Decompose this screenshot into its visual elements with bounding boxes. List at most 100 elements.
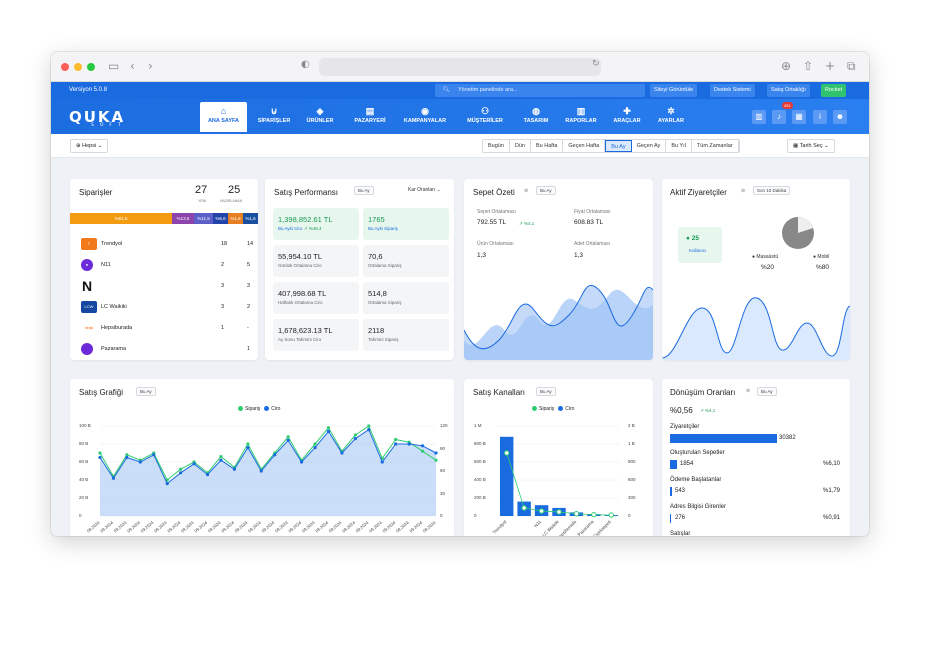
y-tick-left: 0 — [79, 513, 82, 518]
funnel-label: Satışlar — [670, 531, 691, 536]
stat-box: 70,6 Ortalama Sipariş — [363, 245, 449, 277]
view-site-button[interactable]: Siteyi Görüntüle — [650, 84, 698, 97]
new-count: 27 — [195, 184, 208, 196]
grid-icon[interactable]: ▦ — [792, 110, 806, 124]
period-today[interactable]: Bugün — [483, 140, 510, 152]
ciro-line-point — [192, 462, 196, 466]
avg-qty-label: Adet Ortalaması — [574, 241, 611, 247]
barcode-icon[interactable]: ▥ — [752, 110, 766, 124]
info-icon[interactable]: i — [813, 110, 827, 124]
nav-marketplace[interactable]: ▤ PAZARYERİ — [348, 99, 392, 134]
period-this-month[interactable]: Bu Ay — [605, 140, 632, 152]
order-point — [556, 509, 562, 515]
siparis-line-point — [179, 467, 183, 471]
x-tick: 09.2024 — [301, 520, 316, 534]
ciro-line-point — [179, 471, 183, 475]
tabs-icon[interactable]: ⧉ — [847, 59, 856, 73]
reload-icon[interactable]: ↻ — [592, 59, 600, 69]
conversion-card: Dönüşüm Oranları ⊘ Bu Ay %0,56 ↗ %4,1 Zi… — [662, 379, 850, 536]
list-item[interactable]: ● N11 2 5 — [79, 259, 250, 273]
x-tick: 09.2024 — [234, 520, 249, 534]
avg-product-label: Ürün Ortalaması — [477, 241, 514, 247]
siparis-line-point — [313, 442, 317, 446]
x-tick: 09.2024 — [314, 520, 329, 534]
close-dot[interactable] — [61, 63, 69, 71]
margin-dropdown[interactable]: Kar Oranları ⌄ — [408, 187, 441, 193]
user-icon[interactable]: ☻ — [833, 110, 847, 124]
minimize-dot[interactable] — [74, 63, 82, 71]
list-item[interactable]: LCW LC Waikiki 3 2 — [79, 301, 250, 315]
sidebar-icon[interactable]: ▭ — [108, 59, 120, 73]
scope-select[interactable]: ⊕ Hepsi ⌄ — [70, 139, 109, 153]
ciro-line-point — [232, 467, 236, 471]
nav-design[interactable]: ◍ TASARIM — [516, 99, 556, 134]
admin-search[interactable]: 🔍︎ Yönetim panelinde ara... — [435, 84, 645, 97]
sales-performance-card: Satış Performansı Bu Ay Kar Oranları ⌄ 1… — [265, 179, 454, 360]
funnel-bar — [670, 514, 671, 523]
list-item[interactable]: hepsi Hepsiburada 1- — [79, 322, 249, 336]
zoom-dot[interactable] — [87, 63, 95, 71]
nav-settings[interactable]: ✲ AYARLAR — [651, 99, 691, 134]
period-segment: Bugün Dün Bu Hafta Geçen Hafta Bu Ay Geç… — [482, 139, 740, 153]
admin-topbar: Versiyon 5.0.8 🔍︎ Yönetim panelinde ara..… — [51, 82, 869, 99]
active-visitors-card: Aktif Ziyaretçiler ⊘ Son 10 Dakika ● 25 … — [662, 179, 850, 360]
nav-campaigns[interactable]: ◉ KAMPANYALAR — [397, 99, 453, 134]
siparis-line-point — [394, 437, 398, 442]
share-icon[interactable]: ⇧ — [803, 59, 814, 73]
cart-sparkline — [464, 284, 653, 360]
x-tick: N11 — [533, 519, 542, 528]
funnel-value: 276 — [675, 515, 686, 521]
desktop-label: ● Masaüstü — [752, 254, 779, 260]
period-all-time[interactable]: Tüm Zamanlar — [692, 140, 739, 152]
download-icon[interactable]: ⊕ — [781, 59, 792, 73]
visitor-count: ● 25 — [686, 235, 699, 242]
rocket-button[interactable]: Rocket — [821, 84, 847, 97]
ciro-line-point — [138, 460, 142, 464]
x-tick: 09.2024 — [355, 520, 370, 534]
ciro-line-point — [434, 451, 438, 455]
x-tick: Trendyol — [492, 519, 508, 535]
y-tick-right: 0 — [440, 513, 443, 518]
period-this-year[interactable]: Bu Yıl — [666, 140, 692, 152]
ciro-line-point — [246, 446, 250, 450]
nav-reports[interactable]: ▥ RAPORLAR — [561, 99, 601, 134]
partner-button[interactable]: Satış Ortaklığı — [767, 84, 810, 97]
ciro-line-point — [219, 458, 223, 462]
ciro-line-point — [367, 428, 371, 432]
nav-dashboard[interactable]: ⌂ ANA SAYFA — [200, 102, 247, 132]
address-bar[interactable] — [319, 58, 601, 76]
stat-box: 1,678,623.13 TL Ay Sonu Tahmini Ciro — [273, 319, 359, 351]
nav-tools[interactable]: ✚ ARAÇLAR — [607, 99, 647, 134]
period-this-week[interactable]: Bu Hafta — [531, 140, 564, 152]
avg-price-label: Fiyat Ortalaması — [574, 209, 611, 215]
nav-products[interactable]: ◈ ÜRÜNLER — [300, 99, 340, 134]
date-picker-button[interactable]: ▦ Tarih Seç ⌄ — [787, 139, 835, 153]
card-title: Satış Kanalları — [473, 388, 526, 397]
trendyol-logo: T — [81, 238, 97, 250]
version-label: Versiyon 5.0.8 — [69, 87, 108, 93]
funnel-bar — [670, 460, 677, 469]
forward-icon[interactable]: › — [148, 59, 153, 73]
siparis-line-point — [326, 426, 331, 430]
x-tick: 09.2024 — [261, 520, 276, 534]
support-button[interactable]: Destek Sistemi — [710, 84, 755, 97]
x-tick: 09.2024 — [368, 520, 383, 534]
new-tab-icon[interactable]: + — [825, 59, 836, 73]
list-item[interactable]: T Trendyol 18 14 — [79, 238, 253, 252]
order-point — [573, 511, 580, 517]
nav-orders[interactable]: ⊍ SİPARİŞLER — [254, 99, 294, 134]
period-yesterday[interactable]: Dün — [510, 140, 531, 152]
nav-customers[interactable]: ⚇ MÜŞTERİLER — [461, 99, 509, 134]
period-last-month[interactable]: Geçen Ay — [632, 140, 667, 152]
bell-icon[interactable]: ♪ — [772, 110, 786, 124]
palette-icon: ◍ — [532, 106, 540, 116]
list-item[interactable]: Pazarama 1 — [79, 343, 250, 357]
lcw-logo: LCW — [81, 301, 97, 313]
stat-box: 1,398,852.61 TL Bu Ayki Ciro ↗ %48,4 — [273, 208, 359, 240]
period-last-week[interactable]: Geçen Hafta — [563, 140, 606, 152]
date-filter-bar: ⊕ Hepsi ⌄ Bugün Dün Bu Hafta Geçen Hafta… — [51, 134, 869, 158]
y-tick-left: 100 B — [79, 423, 91, 428]
ciro-line-point — [380, 460, 384, 464]
back-icon[interactable]: ‹ — [130, 59, 135, 73]
